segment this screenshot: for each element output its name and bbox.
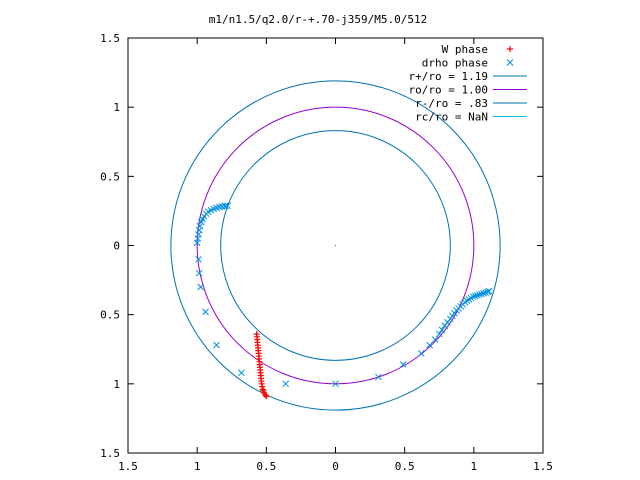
drho-phase-point <box>482 289 489 296</box>
drho-phase-point <box>473 291 481 299</box>
drho-phase-point <box>202 308 209 316</box>
y-tick-label: 1 <box>113 101 120 114</box>
drho-phase-point <box>438 326 446 334</box>
series-1 <box>193 202 493 388</box>
drho-phase-point <box>196 222 204 230</box>
drho-phase-point <box>476 291 483 298</box>
drho-phase-point <box>435 330 443 338</box>
drho-phase-point <box>195 255 202 263</box>
drho-phase-point <box>478 290 485 298</box>
chart-title: m1/n1.5/q2.0/r-+.70-j359/M5.0/512 <box>209 13 428 26</box>
drho-phase-point <box>469 293 477 301</box>
y-tick-label: 1.5 <box>100 32 120 45</box>
drho-phase-point <box>213 341 220 349</box>
drho-phase-point <box>375 373 382 381</box>
drho-phase-point <box>238 369 245 377</box>
drho-phase-point <box>431 336 439 343</box>
legend-label: W phase <box>442 43 488 56</box>
drho-phase-point <box>197 283 204 291</box>
x-tick-label: 0 <box>332 460 339 473</box>
x-tick-label: 0.5 <box>256 460 276 473</box>
circle-2 <box>220 130 451 361</box>
drho-phase-point <box>195 269 203 277</box>
drho-phase-point <box>282 380 290 388</box>
series-0 <box>253 331 270 400</box>
y-tick-label: 1 <box>113 378 120 391</box>
drho-phase-point <box>399 361 407 368</box>
drho-phase-point <box>417 350 425 357</box>
data-series <box>193 202 493 400</box>
drho-phase-point <box>224 202 231 210</box>
legend-symbol <box>507 46 513 52</box>
circle-0 <box>170 80 501 411</box>
w-phase-point <box>263 393 270 400</box>
y-tick-label: 0 <box>113 240 120 253</box>
legend-label: ro/ro = 1.00 <box>409 84 488 97</box>
y-tick-label: 0.5 <box>100 309 120 322</box>
x-tick-label: 0.5 <box>395 460 415 473</box>
x-tick-label: 1 <box>471 460 478 473</box>
drho-phase-point <box>471 292 479 300</box>
origin-dot <box>334 244 337 247</box>
legend-symbol <box>506 59 514 66</box>
w-phase-point <box>262 391 269 398</box>
drho-phase-point <box>485 287 493 295</box>
drho-phase-point <box>332 380 339 388</box>
y-tick-label: 1.5 <box>100 447 120 460</box>
x-tick-label: 1.5 <box>533 460 553 473</box>
drho-phase-point <box>480 289 487 297</box>
legend-label: r-/ro = .83 <box>415 97 488 110</box>
x-tick-label: 1 <box>194 460 201 473</box>
drho-phase-point <box>426 341 433 349</box>
x-tick-label: 1.5 <box>118 460 138 473</box>
legend-label: r+/ro = 1.19 <box>409 70 488 83</box>
legend-label: rc/ro = NaN <box>415 111 488 124</box>
drho-phase-point <box>222 202 229 210</box>
y-tick-label: 0.5 <box>100 170 120 183</box>
legend-label: drho phase <box>422 57 488 70</box>
